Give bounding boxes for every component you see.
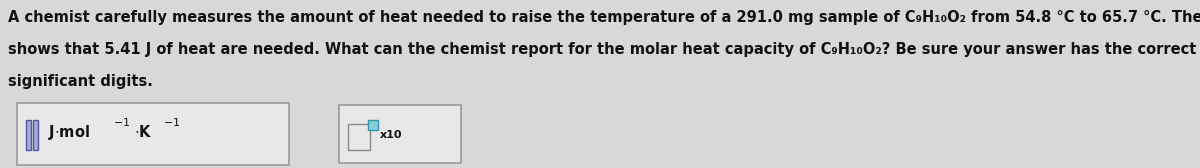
Text: $-1$: $-1$ bbox=[163, 116, 180, 128]
Text: $-1$: $-1$ bbox=[113, 116, 131, 128]
FancyBboxPatch shape bbox=[340, 105, 461, 163]
Text: A chemist carefully measures the amount of heat needed to raise the temperature : A chemist carefully measures the amount … bbox=[8, 10, 1200, 25]
Text: x10: x10 bbox=[380, 130, 402, 140]
FancyBboxPatch shape bbox=[17, 103, 289, 165]
FancyBboxPatch shape bbox=[34, 120, 38, 150]
Text: shows that 5.41 J of heat are needed. What can the chemist report for the molar : shows that 5.41 J of heat are needed. Wh… bbox=[8, 42, 1200, 57]
Text: J$\cdot$mol: J$\cdot$mol bbox=[48, 122, 90, 141]
FancyBboxPatch shape bbox=[368, 120, 378, 130]
Text: $\cdot$K: $\cdot$K bbox=[134, 124, 152, 140]
Text: significant digits.: significant digits. bbox=[8, 74, 152, 89]
FancyBboxPatch shape bbox=[348, 124, 370, 150]
FancyBboxPatch shape bbox=[26, 120, 31, 150]
